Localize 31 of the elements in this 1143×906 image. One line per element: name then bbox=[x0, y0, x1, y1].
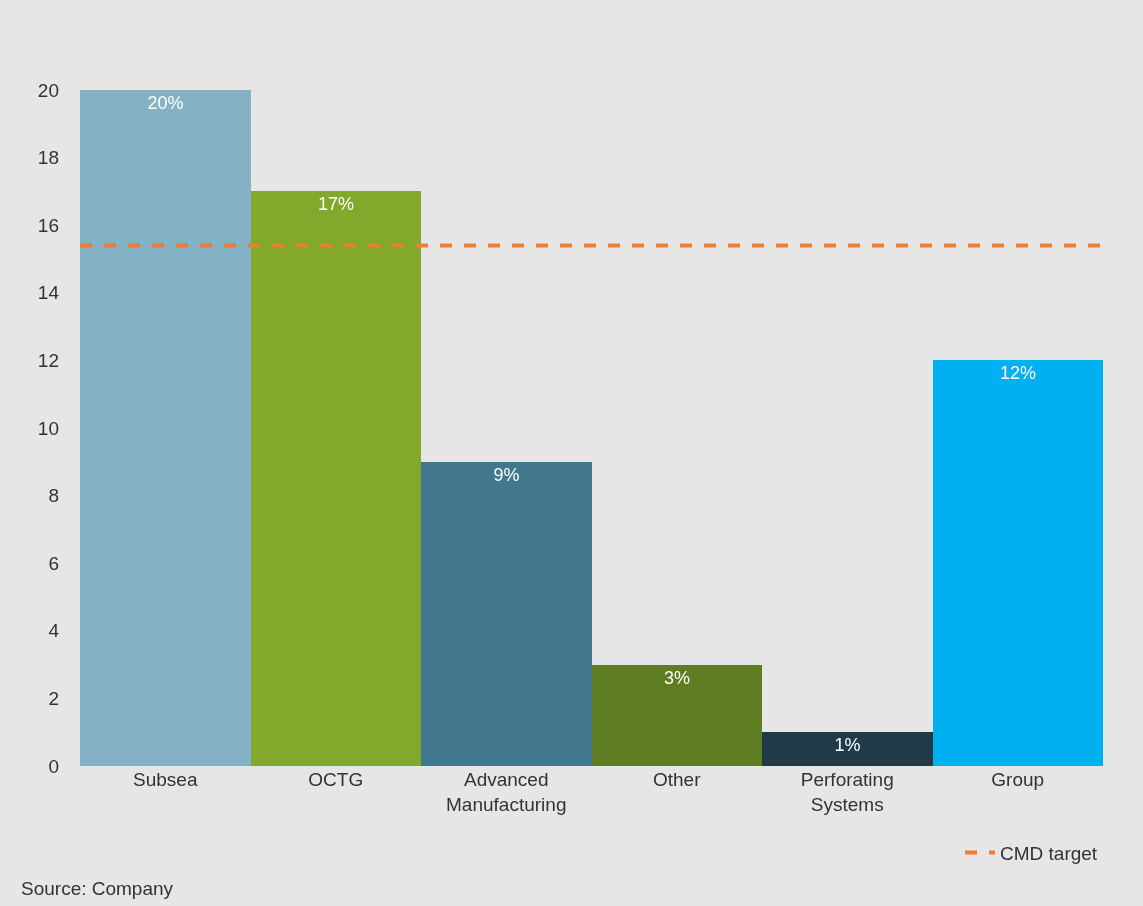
y-tick-label: 18 bbox=[37, 147, 59, 169]
data-label: 9% bbox=[493, 465, 520, 485]
y-tick-label: 14 bbox=[37, 282, 60, 304]
data-label: 1% bbox=[834, 735, 861, 755]
data-label: 17% bbox=[317, 194, 355, 214]
x-tick-label: Subsea bbox=[133, 769, 198, 790]
y-tick-label: 10 bbox=[37, 417, 59, 439]
data-label: 20% bbox=[147, 93, 184, 113]
y-tick-label: 16 bbox=[37, 214, 59, 236]
y-tick-label: 0 bbox=[48, 755, 59, 777]
y-tick-label: 4 bbox=[48, 620, 60, 642]
x-tick-label: Advanced Manufacturing bbox=[446, 769, 567, 815]
legend-label: CMD target bbox=[1000, 842, 1098, 864]
x-tick-label: OCTG bbox=[308, 769, 364, 790]
x-tick-label: Perforating Systems bbox=[800, 769, 894, 815]
y-tick-label: 8 bbox=[48, 485, 59, 507]
data-label: 3% bbox=[663, 668, 691, 688]
bar bbox=[80, 90, 251, 766]
x-tick-label: Group bbox=[991, 769, 1045, 790]
y-tick-label: 2 bbox=[48, 688, 59, 710]
bar bbox=[421, 462, 592, 766]
bar bbox=[762, 732, 933, 766]
data-label: 12% bbox=[999, 363, 1037, 383]
bar bbox=[592, 665, 762, 766]
x-tick-label: Other bbox=[652, 769, 702, 790]
y-tick-label: 12 bbox=[37, 350, 59, 372]
source-note: Source: Company bbox=[21, 878, 174, 899]
y-tick-label: 6 bbox=[48, 552, 59, 574]
y-tick-label: 20 bbox=[37, 79, 59, 101]
bar bbox=[251, 191, 421, 766]
bar bbox=[933, 360, 1103, 766]
